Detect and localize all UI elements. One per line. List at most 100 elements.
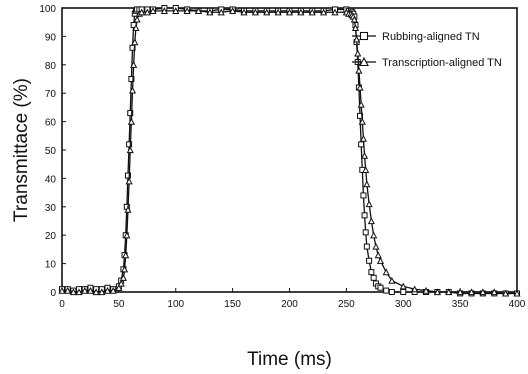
data-point-square [124, 172, 131, 179]
y-tick-label: 80 [45, 61, 57, 72]
x-tick-label: 400 [509, 299, 526, 310]
data-point-triangle [274, 8, 282, 16]
data-point-triangle [69, 288, 77, 296]
data-point-square [358, 141, 365, 148]
y-tick-label: 40 [45, 174, 57, 185]
x-tick-label: 50 [113, 299, 125, 310]
data-point-triangle [360, 151, 369, 159]
data-point-triangle [356, 83, 364, 91]
y-tick-label: 90 [45, 32, 57, 43]
data-point-square [377, 284, 384, 291]
data-point-square [370, 274, 377, 281]
data-point-square [362, 229, 369, 236]
data-point-triangle [354, 49, 362, 57]
data-point-triangle [502, 289, 510, 297]
data-point-triangle [115, 284, 123, 291]
data-point-triangle [467, 288, 476, 296]
data-point-triangle [351, 24, 360, 31]
x-tick-label: 250 [338, 299, 355, 310]
data-point-triangle [285, 8, 294, 16]
data-point-square [127, 110, 134, 117]
data-point-triangle [382, 268, 390, 276]
legend-item-rubbing: Rubbing-aligned TN [352, 31, 480, 43]
data-point-square [363, 243, 370, 250]
data-point-triangle [355, 66, 363, 74]
data-point-triangle [128, 86, 137, 94]
x-tick-label: 100 [167, 299, 184, 310]
data-point-triangle [399, 282, 407, 290]
data-point-triangle [229, 7, 237, 14]
legend-label-rubbing: Rubbing-aligned TN [382, 31, 480, 43]
data-point-triangle [127, 117, 135, 125]
data-point-triangle [353, 35, 361, 43]
data-point-triangle [194, 7, 203, 14]
data-point-triangle [359, 134, 368, 142]
data-point-square [383, 287, 390, 294]
x-tick-label: 350 [452, 299, 469, 310]
data-point-triangle [58, 286, 66, 294]
data-point-square [388, 289, 395, 295]
data-point-triangle [320, 8, 328, 16]
data-point-triangle [372, 242, 380, 250]
data-point-square [400, 289, 407, 295]
y-tick-label: 0 [50, 288, 56, 299]
data-point-triangle [122, 251, 130, 259]
data-point-triangle [251, 8, 259, 16]
series-layer [58, 5, 521, 297]
y-tick-label: 30 [45, 203, 57, 214]
data-point-triangle [490, 288, 498, 296]
data-point-triangle [263, 8, 271, 16]
data-point-triangle [308, 8, 316, 16]
y-tick-label: 60 [45, 118, 57, 129]
data-point-triangle [456, 288, 464, 296]
y-tick-label: 10 [45, 260, 57, 271]
data-point-triangle [365, 200, 373, 208]
data-point-triangle [123, 231, 131, 239]
series-transcription-aligned [58, 7, 521, 297]
data-point-triangle [358, 117, 366, 125]
data-point-triangle [376, 257, 385, 264]
data-point-triangle [117, 279, 125, 287]
data-point-triangle [64, 286, 72, 294]
data-point-triangle [217, 8, 225, 16]
data-point-square [360, 192, 367, 199]
data-point-triangle [81, 286, 89, 294]
data-point-triangle [75, 288, 83, 296]
data-point-triangle [86, 286, 95, 294]
data-point-triangle [240, 8, 248, 16]
data-point-triangle [125, 177, 133, 185]
data-point-triangle [183, 7, 191, 14]
data-point-triangle [130, 61, 138, 68]
data-point-triangle [370, 231, 378, 239]
data-point-triangle [98, 288, 106, 296]
x-axis-label: Time (ms) [247, 349, 332, 370]
data-point-triangle [350, 15, 358, 23]
data-point-triangle [479, 288, 487, 296]
data-point-triangle [411, 285, 419, 293]
data-point-triangle [126, 146, 134, 154]
data-point-triangle [331, 8, 339, 16]
data-point-triangle [374, 251, 382, 259]
data-point-triangle [133, 15, 141, 23]
x-tick-label: 300 [395, 299, 412, 310]
data-point-triangle [124, 205, 132, 213]
data-point-triangle [363, 180, 371, 188]
y-tick-label: 20 [45, 231, 57, 242]
data-point-triangle [120, 265, 129, 273]
data-point-square [366, 257, 373, 264]
data-point-triangle [131, 38, 139, 46]
data-point-triangle [297, 8, 305, 16]
data-point-triangle [206, 8, 214, 16]
data-point-triangle [132, 24, 140, 31]
data-point-triangle [367, 217, 375, 225]
data-point-square [361, 212, 368, 219]
data-point-triangle [513, 289, 521, 297]
data-point-square [368, 269, 375, 276]
data-point-triangle [445, 288, 453, 296]
legend-item-transcription: Transcription-aligned TN [352, 56, 502, 69]
x-tick-label: 0 [59, 299, 65, 310]
x-tick-label: 200 [281, 299, 298, 310]
data-point-triangle [143, 8, 151, 16]
data-point-triangle [103, 286, 112, 294]
